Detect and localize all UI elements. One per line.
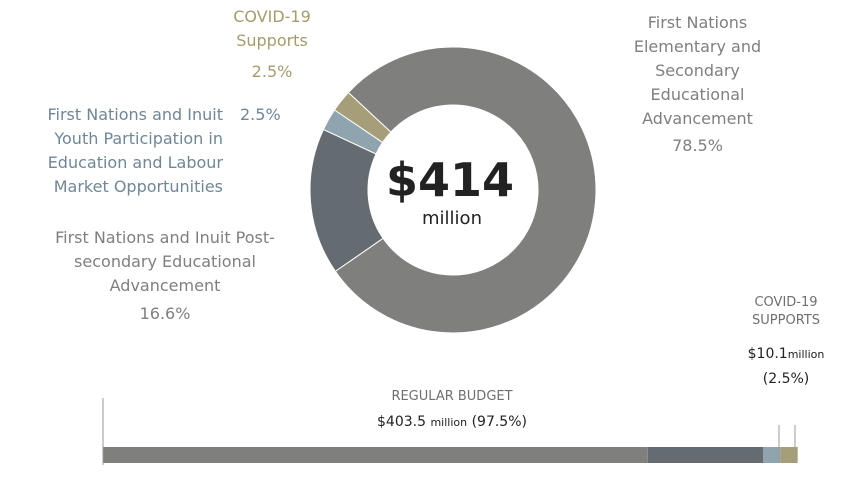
category-label: First Nations Elementary and Secondary E… xyxy=(633,13,762,128)
share: (97.5%) xyxy=(471,414,527,430)
annotation-amount: $403.5 million (97.5%) xyxy=(352,414,552,430)
value-label: 2.5% xyxy=(240,105,281,124)
annotation-share: (2.5%) xyxy=(762,371,810,387)
bar-segment xyxy=(762,447,781,463)
donut-slice xyxy=(309,128,384,273)
donut-slice xyxy=(334,46,597,334)
unit: million xyxy=(787,348,825,361)
donut-slice xyxy=(322,109,384,155)
center-unit: million xyxy=(422,208,482,229)
bar-segment xyxy=(780,447,798,463)
annotation-label: REGULAR BUDGET xyxy=(391,389,513,404)
center-amount: $414 xyxy=(386,153,514,207)
value-label: 16.6% xyxy=(139,304,191,323)
unit: million xyxy=(430,416,468,429)
annotation-label: COVID-19 SUPPORTS xyxy=(752,295,820,328)
category-label: COVID-19 Supports xyxy=(233,7,311,50)
annotation-amount: $10.1million xyxy=(736,346,836,362)
amount: $403.5 xyxy=(377,414,427,430)
bar-segment xyxy=(647,447,763,463)
amount: $10.1 xyxy=(747,346,788,362)
bar-segment xyxy=(103,447,648,463)
value-label: 2.5% xyxy=(251,62,293,81)
category-label: First Nations and Inuit Youth Participat… xyxy=(47,105,223,196)
value-label: 78.5% xyxy=(672,136,723,155)
category-label: First Nations and Inuit Post-secondary E… xyxy=(55,228,275,295)
